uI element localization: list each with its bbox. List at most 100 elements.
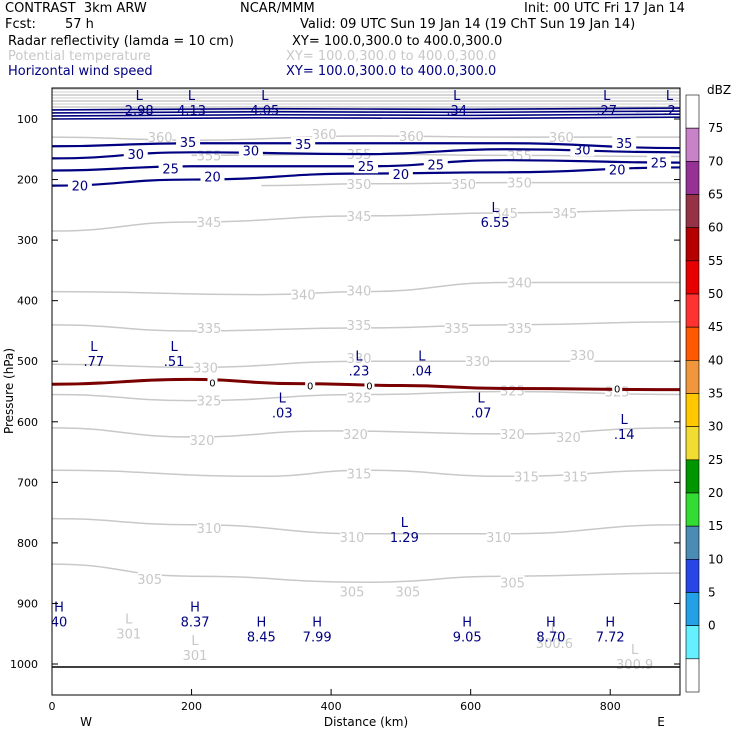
theta-contour-label-bg xyxy=(500,383,525,398)
theta-contour-label-bg xyxy=(549,130,574,145)
wind-contour-line-35 xyxy=(52,142,680,150)
wind-extremum-value: .77 xyxy=(84,355,105,370)
wind-extremum-value: .34 xyxy=(446,104,467,119)
wind-extremum-marker: L xyxy=(603,89,611,104)
x-tick-label: 400 xyxy=(321,700,342,713)
theta-contour-label: 320 xyxy=(556,431,581,446)
colorbar-level-label: 5 xyxy=(708,586,716,600)
theta-extremum-marker: L xyxy=(191,634,199,649)
west-label: W xyxy=(80,715,92,729)
wind-contour-label: 20 xyxy=(72,180,89,195)
colorbar-level-label: 15 xyxy=(708,519,723,533)
field-xy-2: XY= 100.0,300.0 to 400.0,300.0 xyxy=(286,49,497,64)
wind-extremum-value: .04 xyxy=(411,364,432,379)
wind-extremum-value: .27 xyxy=(596,104,617,119)
wind-extremum-marker: H xyxy=(462,616,472,631)
theta-contour-label: 325 xyxy=(500,384,525,399)
theta-contour-label: 330 xyxy=(193,361,218,376)
wind-extremum-value: 4.05 xyxy=(250,104,279,119)
colorbar-swatch xyxy=(685,94,700,129)
chart-title: CONTRAST 3km ARW xyxy=(5,1,147,16)
theta-contour-label: 325 xyxy=(197,395,222,410)
colorbar-swatch xyxy=(685,459,700,494)
wind-contour-line-20 xyxy=(52,166,680,187)
reflectivity-label-bg xyxy=(305,379,316,392)
wind-contour-label: 25 xyxy=(358,160,375,175)
wind-extremum-marker: H xyxy=(256,616,266,631)
theta-contour-label: 310 xyxy=(197,522,222,537)
wind-extremum-marker: H xyxy=(54,601,64,616)
theta-contour-label-bg xyxy=(493,205,518,220)
theta-contour-label: 305 xyxy=(340,585,365,600)
theta-extremum-value: 301 xyxy=(116,628,141,643)
fcst-label: Fcst: xyxy=(5,17,36,32)
reflectivity-label-bg xyxy=(612,382,623,395)
theta-contour-label-bg xyxy=(507,175,532,190)
theta-contour-label-bg xyxy=(500,426,525,441)
reflectivity-contours: 0 0 0 0 xyxy=(52,376,680,395)
colorbar-level-label: 45 xyxy=(708,320,723,334)
theta-contour-label: 330 xyxy=(347,352,372,367)
theta-contour-label-bg xyxy=(347,283,372,298)
y-tick-label: 500 xyxy=(17,355,38,368)
theta-contour-label: 350 xyxy=(451,178,476,193)
wind-extremum-value: .03 xyxy=(272,407,293,422)
field-name-1: Radar reflectivity (lamda = 10 cm) xyxy=(8,34,234,49)
wind-contour-label: 20 xyxy=(204,171,221,186)
theta-contour-label-bg xyxy=(347,466,372,481)
field-name-2: Potential temperature xyxy=(8,49,151,64)
colorbar-swatch xyxy=(685,161,700,195)
wind-contour-label-bg xyxy=(200,169,225,184)
theta-contour-label-bg xyxy=(347,317,372,332)
theta-contour-label: 345 xyxy=(493,207,518,222)
colorbar-level-label: 65 xyxy=(708,188,723,202)
reflectivity-label: 0 xyxy=(307,381,313,392)
colorbar-level-label: 60 xyxy=(708,221,723,235)
wind-extremum-marker: L xyxy=(453,89,461,104)
wind-extremum-marker: L xyxy=(279,392,287,407)
theta-contour-label: 345 xyxy=(347,210,372,225)
theta-contour-label-bg xyxy=(347,208,372,223)
theta-contour-label-bg xyxy=(197,393,221,408)
theta-contour-label-bg xyxy=(514,469,539,484)
reflectivity-label: 0 xyxy=(209,378,215,389)
theta-contour-label-bg xyxy=(500,575,525,590)
theta-contour-label: 335 xyxy=(444,322,469,337)
wind-extremum-marker: L xyxy=(355,349,363,364)
wind-contour-label-bg xyxy=(612,136,637,151)
theta-contour-label: 350 xyxy=(507,177,532,192)
wind-extremum-marker: L xyxy=(401,516,409,531)
theta-contour-label: 310 xyxy=(340,531,365,546)
theta-contour-label-bg xyxy=(193,360,218,375)
init-time: Init: 00 UTC Fri 17 Jan 14 xyxy=(524,1,685,16)
theta-contour-label-bg xyxy=(197,320,221,335)
theta-contour-label-bg xyxy=(399,128,424,143)
wind-extremum-marker: L xyxy=(136,89,144,104)
theta-contour-label-bg xyxy=(312,127,337,142)
theta-contour-label: 340 xyxy=(291,289,316,304)
theta-contour-label-bg xyxy=(340,584,365,599)
colorbar-level-label: 30 xyxy=(708,420,723,434)
colorbar-level-label: 75 xyxy=(708,121,723,135)
y-tick-label: 300 xyxy=(17,234,38,247)
wind-extremum-marker: L xyxy=(491,201,499,216)
field-name-3: Horizontal wind speed xyxy=(8,64,153,79)
colorbar-swatch xyxy=(685,592,700,626)
wind-extremum-value: 8.70 xyxy=(536,631,565,646)
wind-extremum-value: 40 xyxy=(51,616,68,631)
reflectivity-label: 0 xyxy=(366,381,372,392)
colorbar-level-label: 55 xyxy=(708,254,723,268)
theta-contour-label-bg xyxy=(395,584,420,599)
colorbar-swatch xyxy=(685,525,700,560)
y-tick-label: 100 xyxy=(17,113,38,126)
colorbar-swatch xyxy=(685,194,700,228)
theta-contour-label-bg xyxy=(148,130,173,145)
colorbar-level-label: 20 xyxy=(708,486,723,500)
theta-contour-label: 340 xyxy=(507,277,532,292)
wind-contour-label-bg xyxy=(647,155,672,170)
colorbar-level-label: 0 xyxy=(708,619,716,633)
theta-contour-label: 360 xyxy=(312,128,337,143)
y-tick-label: 200 xyxy=(17,174,38,187)
theta-contour-label: 355 xyxy=(507,149,532,164)
